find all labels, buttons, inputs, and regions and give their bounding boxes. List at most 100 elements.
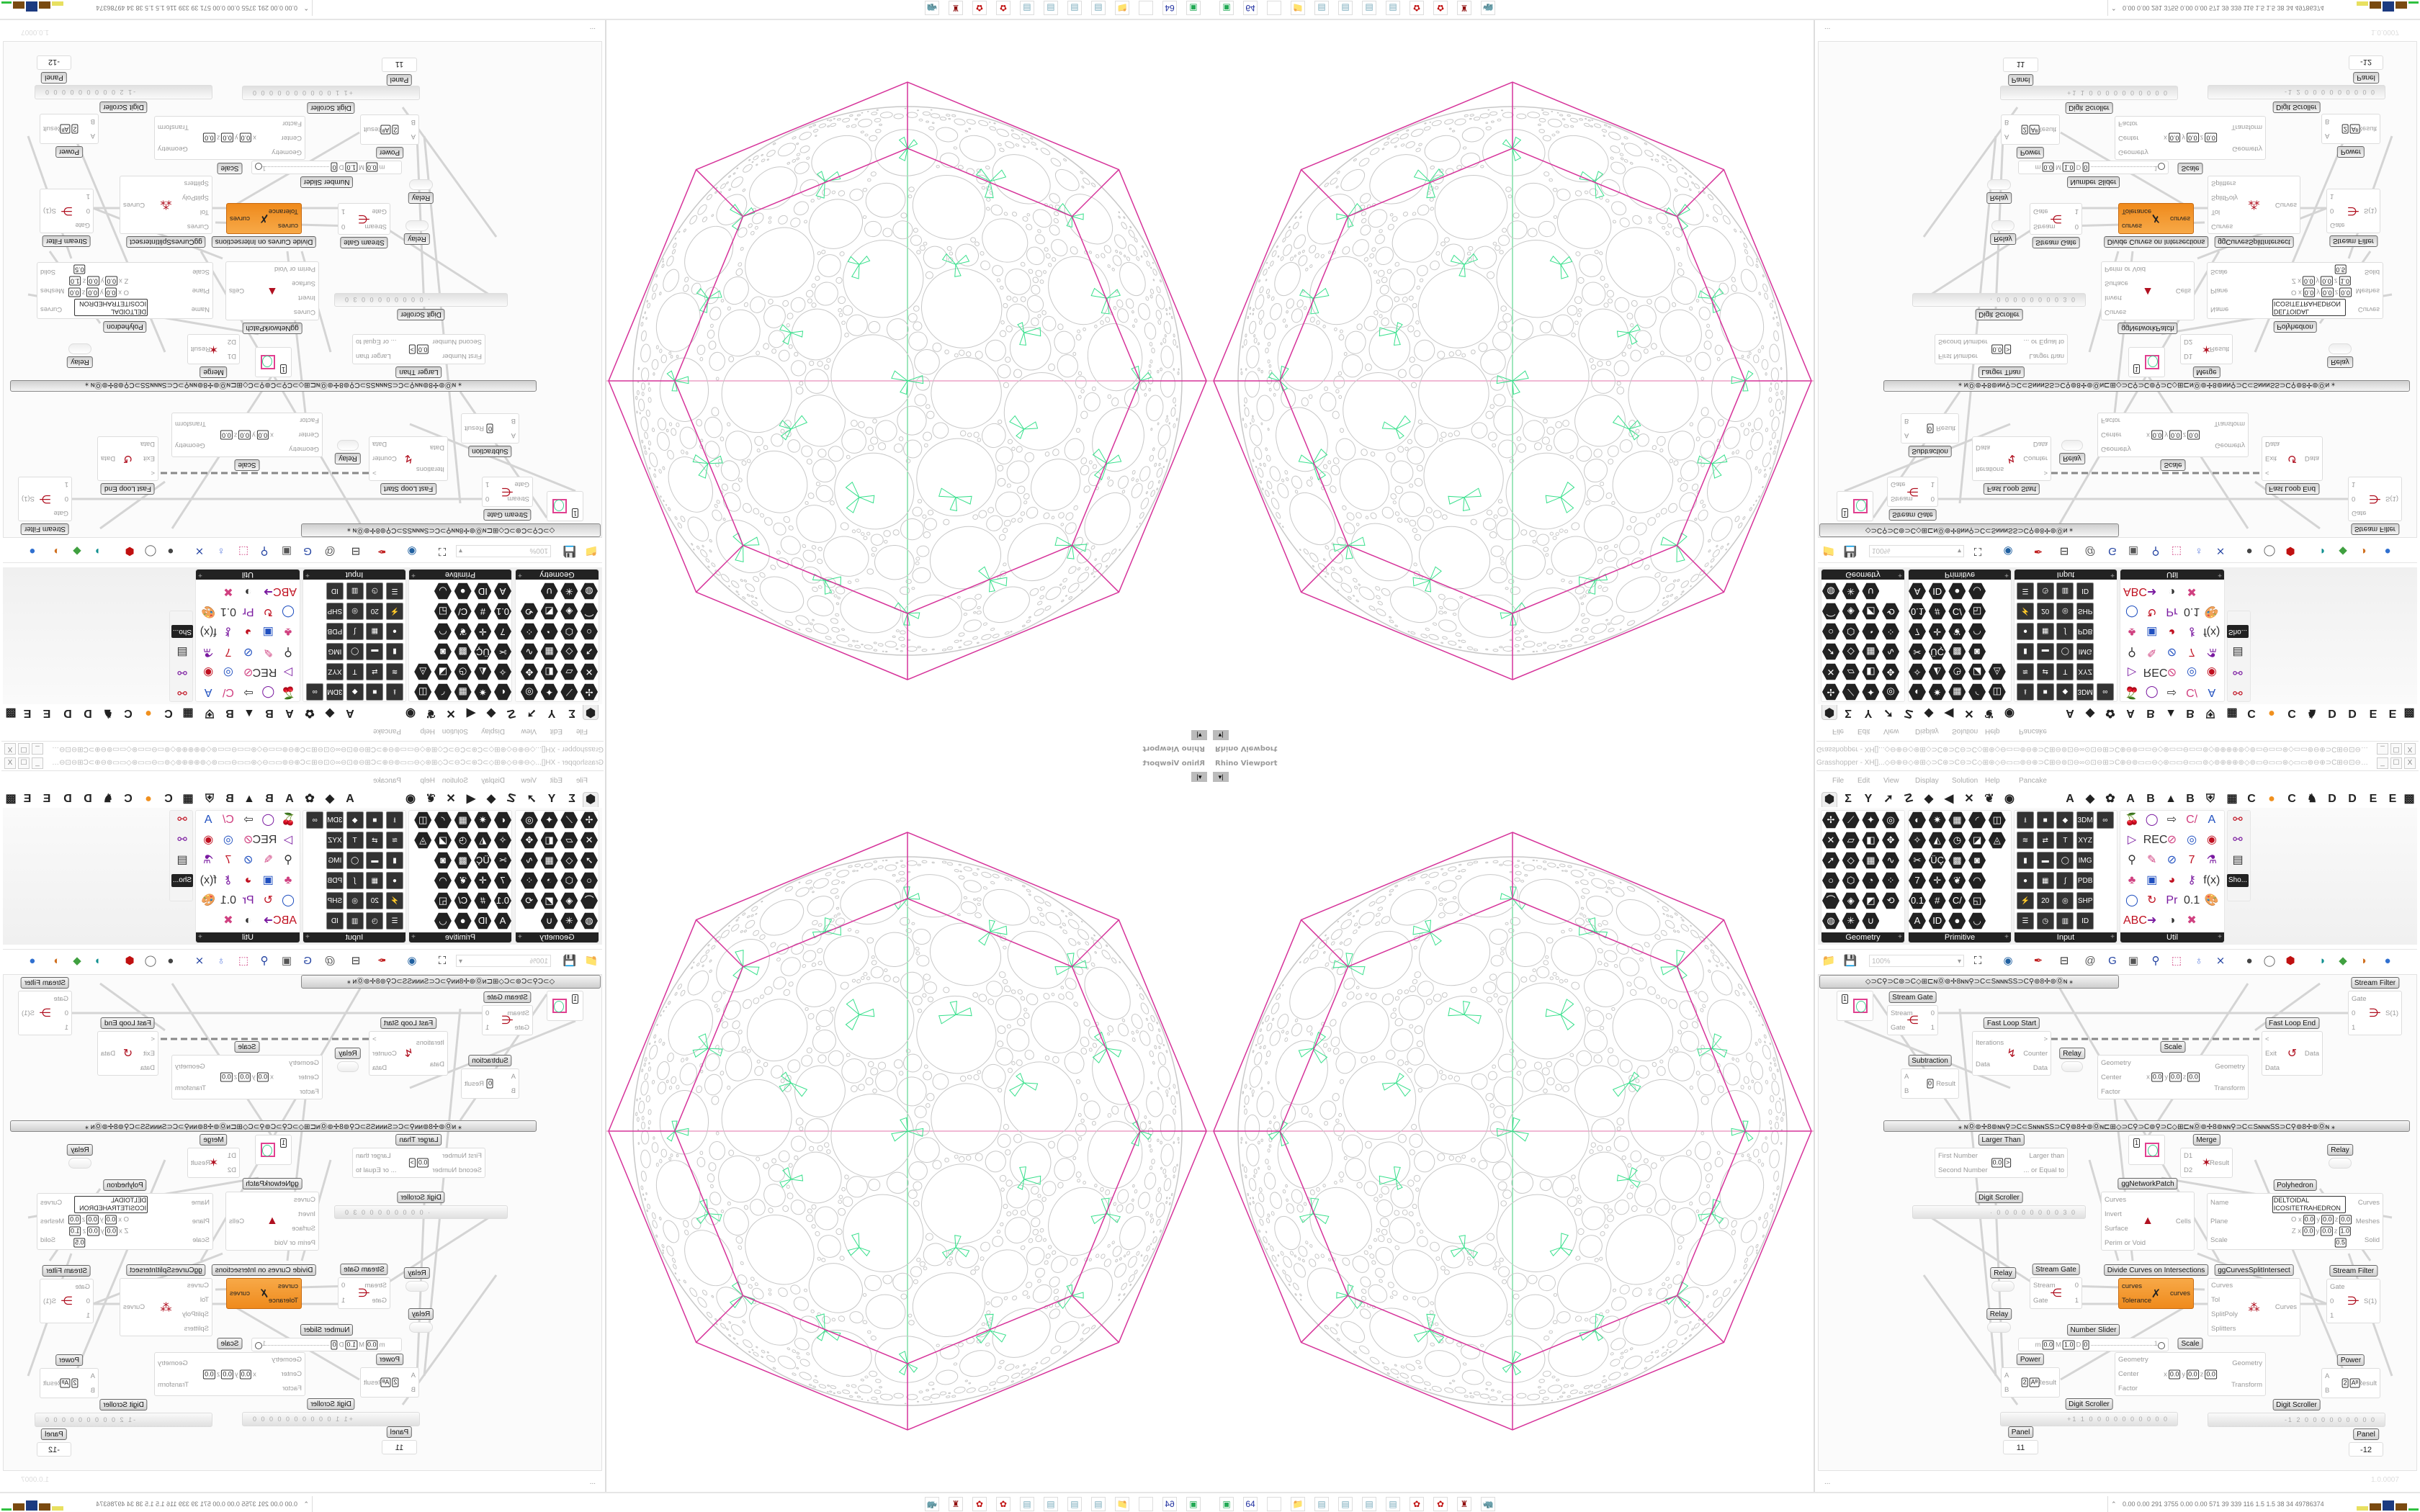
tab-icon[interactable]: Y (1864, 707, 1873, 719)
field-value[interactable]: > (2004, 344, 2012, 354)
ribbon-group-label[interactable]: Geometry (516, 932, 599, 942)
maximize-button[interactable]: ☐ (18, 757, 30, 769)
input-param[interactable]: Curves (187, 1282, 209, 1290)
package-icon[interactable]: ⬚ (2171, 955, 2182, 967)
ggcurvessplitintersect-component[interactable]: Curves Tol SplitPoly Splitters Curves ⁂ (2208, 176, 2300, 234)
ribbon-component-icon[interactable]: ◎ (1882, 811, 1900, 829)
power-component[interactable]: A B Result 2 Aᴮ (2321, 114, 2380, 144)
ribbon-component-icon[interactable]: ▥ (2056, 912, 2074, 930)
ribbon-component-icon[interactable]: ▬ (2036, 643, 2054, 660)
tab-letter[interactable]: B (265, 793, 274, 805)
ribbon-component-icon[interactable]: Pr (242, 894, 254, 906)
tab-letter[interactable]: C (2247, 707, 2256, 719)
teal-icon[interactable]: ◗ (94, 955, 101, 967)
component-title[interactable]: Relay (2059, 1048, 2085, 1059)
tab-icon[interactable]: Σ (568, 707, 575, 719)
power-component[interactable]: A B Result 2 Aᴮ (2001, 114, 2060, 145)
output-param[interactable]: S(1) (2385, 495, 2398, 503)
ribbon-component-icon[interactable]: ⚷ (2187, 874, 2196, 886)
ribbon-component-icon[interactable]: ☰ (2017, 912, 2034, 930)
ribbon-component-icon[interactable]: ▥ (2056, 582, 2074, 600)
output-param[interactable]: Data (2033, 1063, 2048, 1072)
ribbon-component-icon[interactable]: 7 (2188, 646, 2195, 658)
ribbon-component-icon[interactable]: # (1928, 892, 1946, 909)
ribbon-component-icon[interactable]: PDB (326, 872, 344, 889)
component-title[interactable]: Number Slider (2066, 1324, 2120, 1336)
component-title[interactable]: Fast Loop Start (1983, 483, 2040, 495)
output-param[interactable]: S(1) (2385, 1009, 2398, 1017)
ribbon-component-icon[interactable]: IMG (2076, 852, 2094, 869)
param-component[interactable]: 1 (1837, 491, 1873, 521)
input-param[interactable]: curves (2122, 222, 2142, 230)
tab-letter[interactable]: ▩ (2403, 707, 2415, 719)
tab-icon[interactable]: ⬢ (583, 705, 599, 720)
tab-letter[interactable]: A (2126, 707, 2135, 719)
tab-icon[interactable]: Σ (1845, 707, 1852, 719)
tab-letter[interactable]: E (2388, 793, 2397, 805)
input-param[interactable]: A (1904, 1072, 1909, 1081)
field-value[interactable]: 0.0 (2187, 1369, 2199, 1379)
input-param[interactable]: 1 (64, 1023, 68, 1032)
component-title[interactable]: Stream Gate (1888, 991, 1937, 1003)
tab-icon[interactable]: ◀ (466, 793, 476, 805)
ribbon-component-icon[interactable]: ∪ (1862, 912, 1880, 930)
input-param[interactable]: curves (278, 1282, 298, 1290)
ribbon-component-icon[interactable]: REC (2143, 666, 2168, 678)
divide-curves-on-intersections-component[interactable]: curves Tolerance curves ✗ (2118, 1278, 2194, 1309)
output-param[interactable]: > (372, 1035, 377, 1043)
ribbon-component-icon[interactable]: ✎ (2146, 854, 2157, 866)
component-title[interactable]: Relay (404, 1267, 430, 1279)
digit-scroller-component[interactable]: +1 1 0 0 0 0 0 0 0 0 0 0 (2000, 86, 2178, 100)
ribbon-component-icon[interactable]: ⚡ (386, 892, 403, 909)
green-icon[interactable]: ◆ (2339, 545, 2347, 557)
number-slider-component[interactable]: m 0.0 M 1.0 D 0 1 (2018, 161, 2169, 174)
ribbon-component-icon[interactable]: SHP (326, 892, 344, 909)
larger-than-component[interactable]: First Number Second Number Larger than... … (1935, 334, 2068, 364)
ribbon-component-icon[interactable]: Pr (2166, 606, 2178, 618)
field-value[interactable]: 0.0 (2187, 1072, 2200, 1082)
taskbar-notepad-icon[interactable]: ▤ (1020, 1497, 1034, 1511)
tab-icon[interactable]: ◆ (486, 793, 496, 805)
output-param[interactable]: Meshes (40, 1217, 65, 1225)
input-param[interactable]: Geometry (289, 1058, 319, 1067)
slider-track[interactable] (2091, 166, 2155, 167)
group-bar[interactable]: ◇⊃C⚲⊃C⊚⊃C◇⊞⊏ɴⓄ⊚✢8ɴɴ⚲⊃C⊂SɴɴɴSS⊃C⚲⊚8✢⊚Ⓞɴ ⁎ (301, 975, 601, 989)
sphere-icon[interactable]: ● (2246, 545, 2253, 557)
output-param[interactable]: 0 (1930, 1009, 1935, 1017)
polyhedron-component[interactable]: Name Plane Scale Curves Meshes Solid DELTOIDAL… (37, 1193, 213, 1250)
orange-sphere-icon[interactable]: ◑ (53, 955, 60, 967)
ribbon-component-icon[interactable]: ⇄ (366, 832, 384, 849)
component-title[interactable]: Panel (41, 1428, 67, 1440)
ribbon-component-icon[interactable]: 🍒 (2125, 814, 2139, 826)
ribbon-component-icon[interactable]: ◎ (2056, 603, 2074, 620)
field-value[interactable]: 0 (486, 1079, 494, 1089)
ribbon-component-icon[interactable]: XYZ (326, 832, 344, 849)
ribbon-component-icon[interactable]: ♣ (284, 874, 292, 886)
polyhedron-component[interactable]: Name Plane Scale Curves Meshes Solid DELTOIDAL… (2207, 262, 2383, 319)
ribbon-component-icon[interactable]: ◜ (1968, 811, 1986, 829)
tab-letter[interactable]: B (225, 707, 234, 719)
grasshopper-canvas[interactable]: ◇⊃C⚲⊃C⊚⊃C◇⊞⊏ɴⓄ⊚✢8ɴɴ⚲⊃C⊂SɴɴɴSS⊃C⚲⊚8✢⊚Ⓞɴ ⁎… (1818, 41, 2417, 538)
field-value[interactable]: 0.0 (2321, 287, 2334, 297)
divide-curves-on-intersections-component[interactable]: curves Tolerance curves ✗ (2118, 203, 2194, 234)
output-param[interactable]: Counter (2023, 454, 2048, 463)
component-title[interactable]: Stream Filter (2329, 1265, 2378, 1277)
zoom-extents-icon[interactable]: ⛶ (1973, 955, 1982, 967)
ggnetworkpatch-component[interactable]: Curves Invert Surface Perim or Void Cells ▲ (2101, 1192, 2195, 1251)
ribbon-component-icon[interactable]: f(x) (2203, 626, 2220, 638)
relay-component[interactable] (1991, 1281, 2015, 1292)
digit-scroller-component[interactable]: -1 2 0 0 0 0 0 0 0 0 0 (35, 1413, 212, 1427)
input-param[interactable]: D1 (227, 1151, 236, 1160)
ribbon-group-label[interactable]: Input (2015, 932, 2117, 942)
output-param[interactable]: ... or Equal to (356, 1166, 397, 1174)
component-title[interactable]: Digit Scroller (2065, 1398, 2113, 1410)
component-title[interactable]: Relay (1990, 233, 2016, 245)
taskbar-notepad-icon[interactable]: ▤ (1362, 1, 1376, 15)
ribbon-component-icon[interactable]: 3DM (2076, 811, 2094, 829)
field-value[interactable]: > (2004, 1158, 2012, 1168)
taskbar-floppy-64-icon[interactable]: 64 (1243, 1, 1258, 15)
input-param[interactable]: Gate (2330, 1282, 2345, 1291)
component-title[interactable]: Power (55, 1354, 84, 1366)
slider-track[interactable] (2091, 1345, 2155, 1346)
